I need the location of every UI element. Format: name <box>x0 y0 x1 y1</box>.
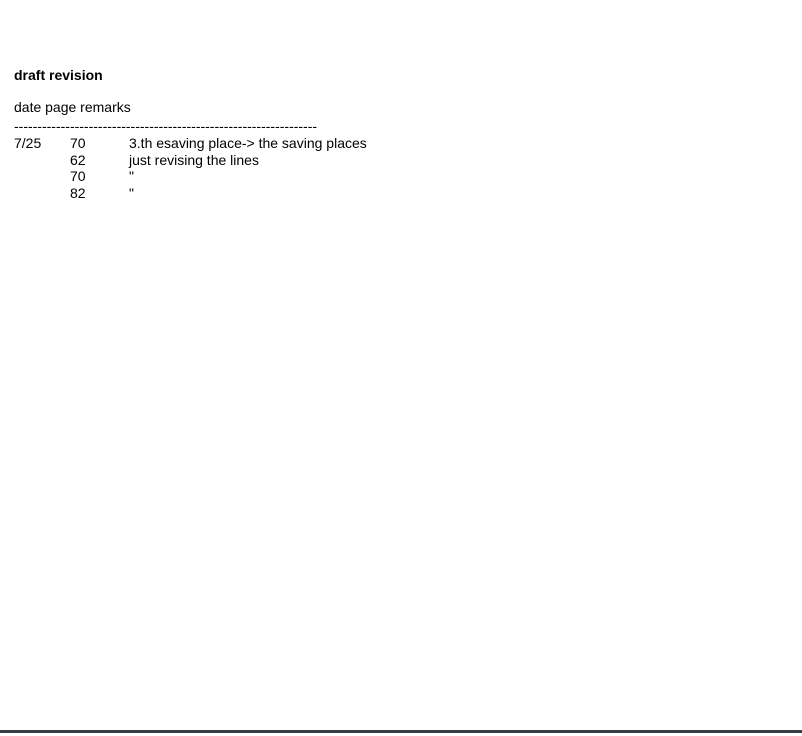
table-row: 62 just revising the lines <box>14 152 367 169</box>
remark-cell: 3.th esaving place-> the saving places <box>129 135 367 151</box>
divider-dashes: ----------------------------------------… <box>14 118 318 134</box>
page-cell: 82 <box>70 184 86 201</box>
table-row: 82 " <box>14 185 367 202</box>
date-cell: 7/25 <box>14 135 42 151</box>
bottom-border-line <box>0 730 802 733</box>
table-row: 70 " <box>14 168 367 185</box>
remark-cell: " <box>129 184 134 201</box>
page-title: draft revision <box>14 67 103 83</box>
page-cell: 70 <box>70 135 86 151</box>
table-row: 7/25 70 3.th esaving place-> the saving … <box>14 135 367 152</box>
page-cell: 70 <box>70 168 86 184</box>
page-cell: 62 <box>70 151 86 168</box>
remark-cell: " <box>129 168 134 184</box>
revision-table: 7/25 70 3.th esaving place-> the saving … <box>14 135 367 201</box>
date-cell <box>14 152 70 169</box>
date-cell <box>14 185 70 202</box>
column-header: date page remarks <box>14 99 131 115</box>
date-cell <box>14 168 70 185</box>
remark-cell: just revising the lines <box>129 151 259 168</box>
